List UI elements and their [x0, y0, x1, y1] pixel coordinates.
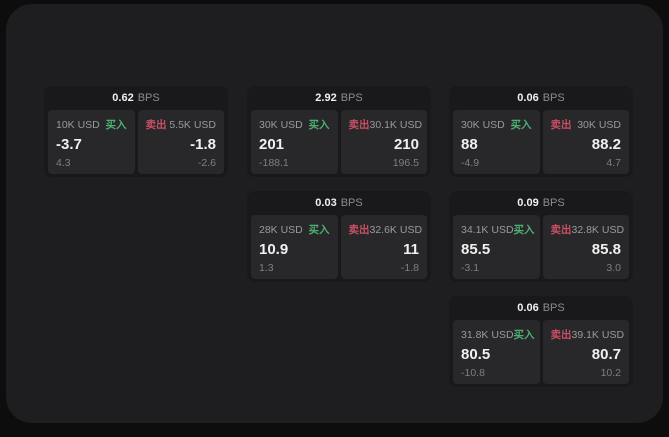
buy-price: 85.5	[461, 241, 491, 259]
buy-size: 34.1K USD	[461, 223, 514, 236]
buy-panel[interactable]: 10K USD 买入 -3.7 4.3	[48, 110, 135, 174]
sell-panel[interactable]: 卖出 5.5K USD -1.8 -2.6	[137, 110, 224, 174]
sell-panel[interactable]: 卖出 30.1K USD 210 196.5	[340, 110, 427, 174]
buy-price: 201	[259, 136, 285, 154]
buy-size: 30K USD	[461, 118, 505, 131]
sell-size: 30K USD	[577, 118, 621, 131]
spread-value: 0.03	[315, 197, 337, 209]
sell-panel[interactable]: 卖出 39.1K USD 80.7 10.2	[542, 320, 629, 384]
sell-size: 39.1K USD	[571, 328, 625, 341]
card-header: 2.92 BPS	[247, 86, 431, 110]
buy-panel[interactable]: 31.8K USD 买入 80.5 -10.8	[453, 320, 540, 384]
sell-label: 卖出	[145, 119, 167, 131]
buy-price: 88	[461, 136, 478, 154]
spread-value: 0.06	[517, 302, 539, 314]
sell-change: 196.5	[392, 156, 419, 169]
quote-card: 0.62 BPS 10K USD 买入 -3.7 4.3 卖出 5.5K USD…	[44, 86, 228, 177]
buy-size: 30K USD	[259, 118, 303, 131]
buy-size: 10K USD	[56, 118, 100, 131]
spread-unit: BPS	[542, 302, 565, 314]
card-header: 0.03 BPS	[247, 191, 431, 215]
quote-card: 0.09 BPS 34.1K USD 买入 85.5 -3.1 卖出 32.8K…	[449, 191, 633, 282]
sell-change: -2.6	[197, 156, 216, 169]
sell-price: 85.8	[591, 241, 621, 259]
card-header: 0.06 BPS	[449, 86, 633, 110]
buy-price: 10.9	[259, 241, 289, 259]
sell-size: 32.8K USD	[571, 223, 625, 236]
buy-change: 1.3	[259, 261, 274, 274]
sell-size: 30.1K USD	[369, 118, 423, 131]
buy-label: 买入	[513, 329, 535, 341]
sell-price: 80.7	[591, 346, 621, 364]
buy-label: 买入	[308, 119, 330, 131]
buy-size: 31.8K USD	[461, 328, 514, 341]
sell-change: 10.2	[600, 366, 621, 379]
sell-panel[interactable]: 卖出 32.8K USD 85.8 3.0	[542, 215, 629, 279]
sell-change: -1.8	[400, 261, 419, 274]
sell-price: 88.2	[591, 136, 621, 154]
card-header: 0.06 BPS	[449, 296, 633, 320]
sell-price: 11	[403, 241, 419, 259]
sell-price: 210	[393, 136, 419, 154]
buy-price: 80.5	[461, 346, 491, 364]
sell-change: 3.0	[606, 261, 621, 274]
buy-size: 28K USD	[259, 223, 303, 236]
spread-unit: BPS	[542, 92, 565, 104]
sell-panel[interactable]: 卖出 32.6K USD 11 -1.8	[340, 215, 427, 279]
spread-unit: BPS	[340, 92, 363, 104]
sell-size: 5.5K USD	[169, 118, 216, 131]
buy-label: 买入	[513, 224, 535, 236]
buy-change: -10.8	[461, 366, 485, 379]
sell-label: 卖出	[348, 224, 370, 236]
card-header: 0.62 BPS	[44, 86, 228, 110]
sell-size: 32.6K USD	[369, 223, 423, 236]
sell-panel[interactable]: 卖出 30K USD 88.2 4.7	[542, 110, 629, 174]
buy-change: -4.9	[461, 156, 480, 169]
sell-label: 卖出	[550, 329, 572, 341]
buy-change: -188.1	[259, 156, 289, 169]
sell-label: 卖出	[550, 119, 572, 131]
buy-label: 买入	[105, 119, 127, 131]
buy-change: 4.3	[56, 156, 71, 169]
buy-panel[interactable]: 30K USD 买入 88 -4.9	[453, 110, 540, 174]
spread-value: 0.09	[517, 197, 539, 209]
spread-unit: BPS	[542, 197, 565, 209]
spread-value: 2.92	[315, 92, 337, 104]
sell-price: -1.8	[190, 136, 216, 154]
buy-label: 买入	[308, 224, 330, 236]
spread-value: 0.62	[112, 92, 134, 104]
quote-card: 2.92 BPS 30K USD 买入 201 -188.1 卖出 30.1K …	[247, 86, 431, 177]
quote-card: 0.06 BPS 31.8K USD 买入 80.5 -10.8 卖出 39.1…	[449, 296, 633, 387]
buy-panel[interactable]: 28K USD 买入 10.9 1.3	[251, 215, 338, 279]
buy-label: 买入	[510, 119, 532, 131]
buy-change: -3.1	[461, 261, 480, 274]
sell-change: 4.7	[606, 156, 621, 169]
sell-label: 卖出	[348, 119, 370, 131]
quote-card: 0.03 BPS 28K USD 买入 10.9 1.3 卖出 32.6K US…	[247, 191, 431, 282]
app-panel: 0.62 BPS 10K USD 买入 -3.7 4.3 卖出 5.5K USD…	[6, 4, 663, 423]
spread-unit: BPS	[340, 197, 363, 209]
card-header: 0.09 BPS	[449, 191, 633, 215]
quote-card: 0.06 BPS 30K USD 买入 88 -4.9 卖出 30K USD 8…	[449, 86, 633, 177]
spread-unit: BPS	[137, 92, 160, 104]
sell-label: 卖出	[550, 224, 572, 236]
buy-panel[interactable]: 30K USD 买入 201 -188.1	[251, 110, 338, 174]
buy-panel[interactable]: 34.1K USD 买入 85.5 -3.1	[453, 215, 540, 279]
buy-price: -3.7	[56, 136, 82, 154]
spread-value: 0.06	[517, 92, 539, 104]
